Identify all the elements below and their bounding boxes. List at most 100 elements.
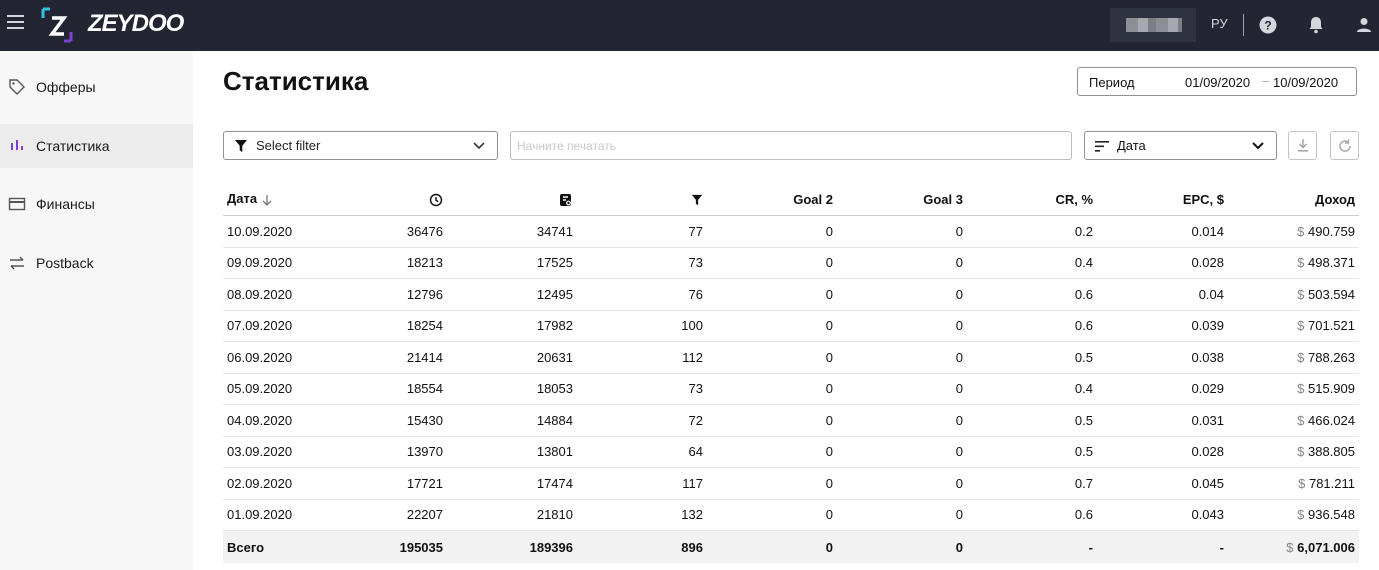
currency-symbol: $ [1297,286,1305,302]
brand-name[interactable]: ZEYDOO [88,10,184,37]
cell-date: 04.09.2020 [223,404,313,437]
column-header-date[interactable]: Дата [223,183,313,216]
cell-epc: 0.04 [1097,278,1228,311]
period-label: Период [1089,75,1135,90]
income-value: 490.759 [1308,223,1355,239]
column-header-cr[interactable]: CR, % [967,183,1097,216]
cell-goal2: 0 [707,215,837,248]
income-value: 788.263 [1308,349,1355,365]
table-row[interactable]: 02.09.2020 17721 17474 117 0 0 0.7 0.045 $ 781.2… [223,467,1359,500]
currency-symbol: $ [1297,444,1305,460]
total-goal3: 0 [837,530,967,563]
cell-clicks: 12495 [447,278,577,311]
table-row[interactable]: 06.09.2020 21414 20631 112 0 0 0.5 0.038 $ 788.2… [223,341,1359,374]
bell-icon[interactable] [1304,13,1328,37]
sidebar-item-label: Postback [36,255,94,271]
search-input[interactable] [510,131,1072,160]
bar-chart-icon [11,140,23,150]
cell-conversions: 77 [577,215,707,248]
income-value: 781.211 [1308,475,1355,491]
filter-select[interactable]: Select filter [223,131,498,160]
total-epc: - [1097,530,1228,563]
column-header-visits[interactable] [313,183,447,216]
clock-icon [429,193,443,207]
period-picker[interactable]: Период 01/09/2020 – 10/09/2020 [1077,67,1357,96]
cell-cr: 0.7 [967,467,1097,500]
cell-date: 02.09.2020 [223,467,313,500]
sort-select-label: Дата [1117,138,1146,153]
cell-cr: 0.4 [967,247,1097,279]
swap-arrows-icon [10,256,24,270]
cell-cr: 0.5 [967,404,1097,437]
cell-clicks: 34741 [447,215,577,248]
cell-conversions: 64 [577,436,707,468]
zeydoo-logo-icon[interactable] [40,6,76,44]
cell-income: $ 788.263 [1228,341,1359,374]
cell-date: 09.09.2020 [223,247,313,279]
income-value: 936.548 [1308,507,1355,523]
cell-cr: 0.6 [967,499,1097,531]
refresh-button[interactable] [1330,131,1359,160]
income-value: 498.371 [1308,255,1355,271]
cell-conversions: 73 [577,247,707,279]
cell-goal2: 0 [707,499,837,531]
table-total-row: Всего 195035 189396 896 0 0 - - $ 6,071.… [223,530,1359,563]
total-clicks: 189396 [447,530,577,563]
cell-goal2: 0 [707,278,837,311]
table-row[interactable]: 04.09.2020 15430 14884 72 0 0 0.5 0.031 $ 466.02… [223,404,1359,437]
download-button[interactable] [1288,131,1317,160]
sidebar-item-postback[interactable]: Postback [0,241,193,285]
currency-symbol: $ [1297,318,1305,334]
table-row[interactable]: 10.09.2020 36476 34741 77 0 0 0.2 0.014 $ 490.75… [223,215,1359,248]
table-row[interactable]: 07.09.2020 18254 17982 100 0 0 0.6 0.039 $ 701.5… [223,310,1359,342]
sidebar-item-offers[interactable]: Офферы [0,65,193,109]
cell-date: 03.09.2020 [223,436,313,468]
table-row[interactable]: 08.09.2020 12796 12495 76 0 0 0.6 0.04 $ 503.594 [223,278,1359,311]
table-row[interactable]: 01.09.2020 22207 21810 132 0 0 0.6 0.043 $ 936.5… [223,499,1359,531]
user-icon[interactable] [1352,13,1376,37]
period-to[interactable]: 10/09/2020 [1273,75,1339,90]
total-cr: - [967,530,1097,563]
help-icon[interactable]: ? [1256,13,1280,37]
currency-symbol: $ [1298,475,1306,491]
sort-select[interactable]: Дата [1084,131,1277,160]
cell-visits: 22207 [313,499,447,531]
cell-cr: 0.5 [967,436,1097,468]
column-header-conversions[interactable] [577,183,707,216]
cell-income: $ 388.805 [1228,436,1359,468]
cell-epc: 0.031 [1097,404,1228,437]
column-header-goal2[interactable]: Goal 2 [707,183,837,216]
cell-date: 06.09.2020 [223,341,313,374]
column-header-goal3[interactable]: Goal 3 [837,183,967,216]
sidebar-item-finances[interactable]: Финансы [0,182,193,226]
cell-clicks: 17525 [447,247,577,279]
cell-visits: 36476 [313,215,447,248]
sidebar-item-label: Статистика [36,138,110,154]
hamburger-menu-icon[interactable] [7,15,24,29]
cell-clicks: 14884 [447,404,577,437]
cell-income: $ 490.759 [1228,215,1359,248]
currency-symbol: $ [1297,412,1305,428]
cell-income: $ 498.371 [1228,247,1359,279]
arrow-down-icon [262,194,272,206]
language-switcher[interactable]: РУ [1211,16,1228,31]
cell-goal3: 0 [837,310,967,342]
sidebar-item-statistics[interactable]: Статистика [0,124,193,168]
column-header-epc[interactable]: EPC, $ [1097,183,1228,216]
period-from[interactable]: 01/09/2020 [1185,75,1251,90]
cell-date: 07.09.2020 [223,310,313,342]
total-conversions: 896 [577,530,707,563]
currency-symbol: $ [1297,255,1305,271]
column-header-clicks[interactable] [447,183,577,216]
cell-goal3: 0 [837,436,967,468]
table-row[interactable]: 03.09.2020 13970 13801 64 0 0 0.5 0.028 $ 388.80… [223,436,1359,468]
column-header-income[interactable]: Доход [1228,183,1359,216]
income-value: 701.521 [1308,318,1355,334]
cell-clicks: 17982 [447,310,577,342]
table-row[interactable]: 05.09.2020 18554 18053 73 0 0 0.4 0.029 $ 515.90… [223,373,1359,405]
cell-clicks: 18053 [447,373,577,405]
user-account-name[interactable] [1110,8,1196,42]
cell-cr: 0.6 [967,310,1097,342]
cell-visits: 15430 [313,404,447,437]
table-row[interactable]: 09.09.2020 18213 17525 73 0 0 0.4 0.028 $ 498.37… [223,247,1359,279]
